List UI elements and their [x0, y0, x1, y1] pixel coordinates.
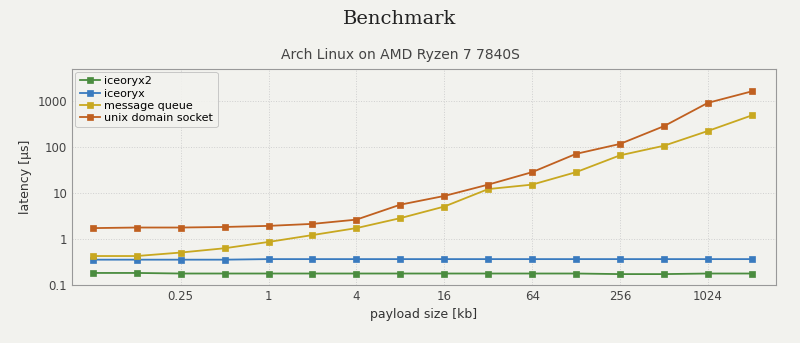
Y-axis label: latency [µs]: latency [µs]	[19, 140, 32, 214]
iceoryx2	[176, 271, 186, 275]
Line: iceoryx2: iceoryx2	[90, 270, 754, 277]
iceoryx	[132, 258, 142, 262]
iceoryx2	[308, 271, 318, 275]
unix domain socket	[220, 225, 230, 229]
unix domain socket	[395, 203, 405, 207]
Legend: iceoryx2, iceoryx, message queue, unix domain socket: iceoryx2, iceoryx, message queue, unix d…	[75, 72, 218, 128]
iceoryx2	[132, 271, 142, 275]
message queue	[88, 254, 98, 258]
message queue	[264, 240, 274, 244]
iceoryx	[395, 257, 405, 261]
Line: unix domain socket: unix domain socket	[90, 88, 754, 231]
iceoryx2	[264, 271, 274, 275]
iceoryx	[483, 257, 493, 261]
Line: iceoryx: iceoryx	[90, 256, 754, 262]
message queue	[659, 144, 669, 148]
message queue	[747, 113, 757, 117]
message queue	[220, 246, 230, 250]
iceoryx2	[703, 271, 713, 275]
unix domain socket	[88, 226, 98, 230]
unix domain socket	[352, 217, 362, 222]
unix domain socket	[659, 124, 669, 128]
iceoryx	[527, 257, 537, 261]
iceoryx2	[352, 271, 362, 275]
unix domain socket	[439, 194, 449, 198]
iceoryx2	[571, 271, 581, 275]
message queue	[439, 204, 449, 209]
iceoryx	[615, 257, 625, 261]
message queue	[132, 254, 142, 258]
message queue	[527, 182, 537, 187]
iceoryx2	[615, 272, 625, 276]
unix domain socket	[176, 225, 186, 229]
unix domain socket	[308, 222, 318, 226]
iceoryx2	[483, 271, 493, 275]
message queue	[308, 233, 318, 237]
iceoryx	[220, 258, 230, 262]
iceoryx	[352, 257, 362, 261]
Text: Arch Linux on AMD Ryzen 7 7840S: Arch Linux on AMD Ryzen 7 7840S	[281, 48, 519, 62]
iceoryx	[88, 258, 98, 262]
iceoryx	[571, 257, 581, 261]
unix domain socket	[527, 170, 537, 174]
iceoryx	[308, 257, 318, 261]
unix domain socket	[703, 101, 713, 105]
unix domain socket	[264, 224, 274, 228]
message queue	[483, 187, 493, 191]
unix domain socket	[571, 152, 581, 156]
unix domain socket	[615, 142, 625, 146]
message queue	[571, 170, 581, 174]
message queue	[395, 216, 405, 220]
iceoryx	[176, 258, 186, 262]
iceoryx	[439, 257, 449, 261]
iceoryx2	[439, 271, 449, 275]
iceoryx	[659, 257, 669, 261]
unix domain socket	[132, 225, 142, 229]
unix domain socket	[747, 89, 757, 93]
message queue	[352, 226, 362, 230]
message queue	[615, 153, 625, 157]
message queue	[176, 250, 186, 255]
iceoryx2	[88, 271, 98, 275]
iceoryx2	[527, 271, 537, 275]
message queue	[703, 129, 713, 133]
iceoryx2	[395, 271, 405, 275]
iceoryx	[747, 257, 757, 261]
X-axis label: payload size [kb]: payload size [kb]	[370, 308, 478, 321]
iceoryx	[703, 257, 713, 261]
iceoryx	[264, 257, 274, 261]
iceoryx2	[659, 272, 669, 276]
unix domain socket	[483, 182, 493, 187]
iceoryx2	[220, 271, 230, 275]
iceoryx2	[747, 271, 757, 275]
Text: Benchmark: Benchmark	[343, 10, 457, 28]
Line: message queue: message queue	[90, 113, 754, 259]
